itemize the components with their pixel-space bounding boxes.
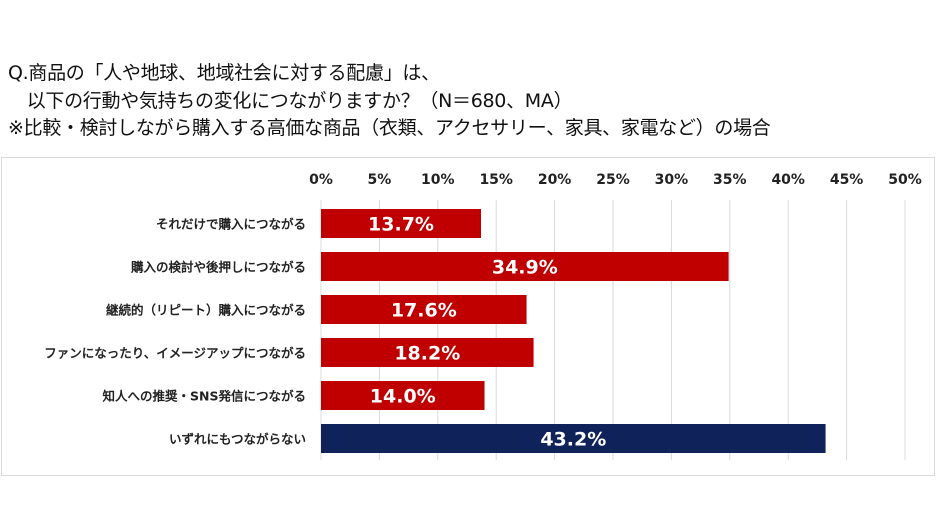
x-tick-label: 15% xyxy=(479,172,513,188)
data-label: 34.9% xyxy=(492,257,558,279)
bar xyxy=(321,295,527,324)
x-tick-label: 50% xyxy=(888,172,922,188)
x-tick-label: 25% xyxy=(596,172,630,188)
x-tick-label: 35% xyxy=(713,172,747,188)
category-label: 知人への推奨・SNS発信につながる xyxy=(102,389,306,404)
data-label: 13.7% xyxy=(368,214,434,236)
category-label: 購入の検討や後押しにつながる xyxy=(130,260,306,275)
x-tick-label: 0% xyxy=(309,172,333,188)
x-tick-label: 5% xyxy=(368,172,392,188)
x-tick-label: 30% xyxy=(655,172,689,188)
category-label: それだけで購入につながる xyxy=(156,217,306,232)
chart-frame xyxy=(1,157,935,476)
data-label: 43.2% xyxy=(540,429,606,451)
title-line-3: ※比較・検討しながら購入する高価な商品（衣類、アクセサリー、家具、家電など）の場… xyxy=(8,117,771,139)
x-tick-label: 20% xyxy=(538,172,572,188)
bar xyxy=(321,338,534,367)
bar xyxy=(321,252,729,281)
bar xyxy=(321,381,485,410)
data-label: 17.6% xyxy=(391,300,457,322)
title-line-2: 以下の行動や気持ちの変化につながりますか？（N＝680、MA） xyxy=(8,90,573,112)
category-label: ファンになったり、イメージアップにつながる xyxy=(44,346,306,361)
x-tick-label: 40% xyxy=(771,172,805,188)
title-line-1: Q.商品の「人や地球、地域社会に対する配慮」は、 xyxy=(8,62,440,84)
data-label: 18.2% xyxy=(394,343,460,365)
x-tick-label: 45% xyxy=(830,172,864,188)
x-tick-label: 10% xyxy=(421,172,455,188)
bar xyxy=(321,209,482,238)
bar xyxy=(321,424,826,453)
data-label: 14.0% xyxy=(370,386,436,408)
category-label: 継続的（リピート）購入につながる xyxy=(106,303,306,318)
category-label: いずれにもつながらない xyxy=(169,432,306,447)
